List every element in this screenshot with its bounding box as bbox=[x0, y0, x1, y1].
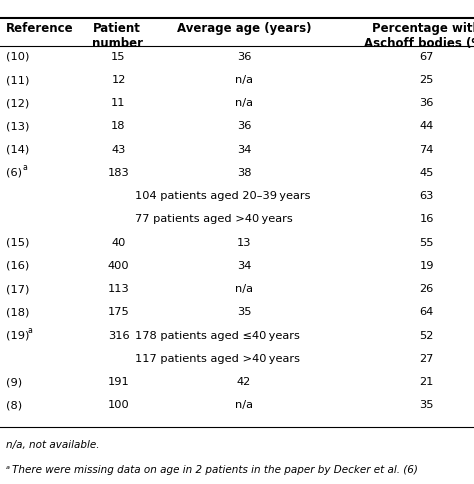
Text: 183: 183 bbox=[108, 168, 129, 178]
Text: 25: 25 bbox=[419, 75, 434, 85]
Text: 67: 67 bbox=[419, 52, 434, 62]
Text: 43: 43 bbox=[111, 145, 126, 155]
Text: 34: 34 bbox=[237, 261, 251, 271]
Text: (6): (6) bbox=[6, 168, 22, 178]
Text: 35: 35 bbox=[419, 400, 434, 410]
Text: 55: 55 bbox=[419, 238, 434, 248]
Text: 104 patients aged 20–39 years: 104 patients aged 20–39 years bbox=[135, 191, 310, 201]
Text: (11): (11) bbox=[6, 75, 29, 85]
Text: (14): (14) bbox=[6, 145, 29, 155]
Text: 36: 36 bbox=[237, 121, 251, 132]
Text: (9): (9) bbox=[6, 377, 22, 387]
Text: 38: 38 bbox=[237, 168, 251, 178]
Text: n/a: n/a bbox=[235, 400, 253, 410]
Text: 36: 36 bbox=[237, 52, 251, 62]
Text: Patient
number: Patient number bbox=[92, 22, 144, 50]
Text: (15): (15) bbox=[6, 238, 29, 248]
Text: 64: 64 bbox=[419, 307, 434, 318]
Text: 11: 11 bbox=[111, 98, 126, 108]
Text: 191: 191 bbox=[108, 377, 129, 387]
Text: 12: 12 bbox=[111, 75, 126, 85]
Text: (17): (17) bbox=[6, 284, 29, 294]
Text: 21: 21 bbox=[419, 377, 434, 387]
Text: 15: 15 bbox=[111, 52, 126, 62]
Text: Reference: Reference bbox=[6, 22, 73, 35]
Text: 34: 34 bbox=[237, 145, 251, 155]
Text: 35: 35 bbox=[237, 307, 251, 318]
Text: Percentage with
Aschoff bodies (%): Percentage with Aschoff bodies (%) bbox=[365, 22, 474, 50]
Text: n/a: n/a bbox=[235, 98, 253, 108]
Text: 18: 18 bbox=[111, 121, 126, 132]
Text: 400: 400 bbox=[108, 261, 129, 271]
Text: (8): (8) bbox=[6, 400, 22, 410]
Text: 36: 36 bbox=[419, 98, 434, 108]
Text: (12): (12) bbox=[6, 98, 29, 108]
Text: ᵃ: ᵃ bbox=[6, 465, 10, 475]
Text: 74: 74 bbox=[419, 145, 434, 155]
Text: 52: 52 bbox=[419, 331, 434, 341]
Text: 100: 100 bbox=[108, 400, 129, 410]
Text: 63: 63 bbox=[419, 191, 434, 201]
Text: 26: 26 bbox=[419, 284, 434, 294]
Text: a: a bbox=[22, 163, 27, 172]
Text: 27: 27 bbox=[419, 354, 434, 364]
Text: 178 patients aged ≤40 years: 178 patients aged ≤40 years bbox=[135, 331, 300, 341]
Text: (19): (19) bbox=[6, 331, 29, 341]
Text: (10): (10) bbox=[6, 52, 29, 62]
Text: 117 patients aged >40 years: 117 patients aged >40 years bbox=[135, 354, 300, 364]
Text: 40: 40 bbox=[111, 238, 126, 248]
Text: a: a bbox=[27, 326, 32, 335]
Text: There were missing data on age in 2 patients in the paper by Decker et al. (6): There were missing data on age in 2 pati… bbox=[12, 465, 418, 475]
Text: 42: 42 bbox=[237, 377, 251, 387]
Text: 13: 13 bbox=[237, 238, 251, 248]
Text: Average age (years): Average age (years) bbox=[177, 22, 311, 35]
Text: (18): (18) bbox=[6, 307, 29, 318]
Text: n/a: n/a bbox=[235, 75, 253, 85]
Text: n/a, not available.: n/a, not available. bbox=[6, 440, 99, 451]
Text: 19: 19 bbox=[419, 261, 434, 271]
Text: 45: 45 bbox=[419, 168, 434, 178]
Text: 77 patients aged >40 years: 77 patients aged >40 years bbox=[135, 214, 293, 225]
Text: 175: 175 bbox=[108, 307, 129, 318]
Text: n/a: n/a bbox=[235, 284, 253, 294]
Text: 44: 44 bbox=[419, 121, 434, 132]
Text: (16): (16) bbox=[6, 261, 29, 271]
Text: 113: 113 bbox=[108, 284, 129, 294]
Text: (13): (13) bbox=[6, 121, 29, 132]
Text: 16: 16 bbox=[419, 214, 434, 225]
Text: 316: 316 bbox=[108, 331, 129, 341]
